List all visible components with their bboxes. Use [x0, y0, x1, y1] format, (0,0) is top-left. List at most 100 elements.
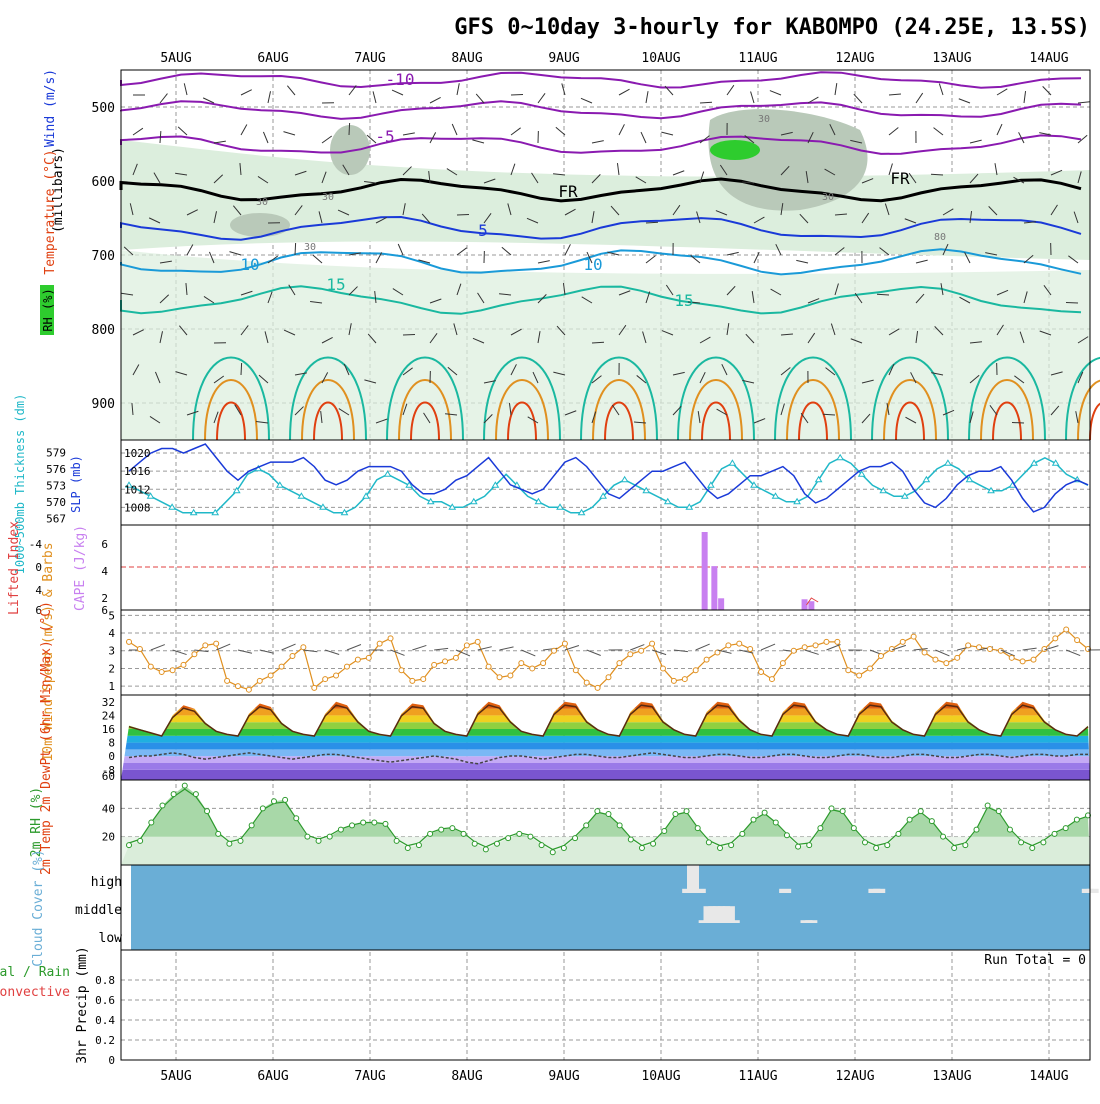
- wind10-barb: [696, 644, 710, 650]
- wind-barb: [641, 132, 646, 143]
- rh2m-marker: [606, 812, 611, 817]
- wind10-marker: [868, 666, 873, 671]
- temp2m-panel: [121, 688, 1090, 780]
- rh2m-marker: [138, 838, 143, 843]
- wind-barb: [617, 163, 619, 175]
- wind-barb: [889, 127, 898, 135]
- wind10-barb: [412, 645, 426, 650]
- wind10-marker: [791, 648, 796, 653]
- contour-label: 80: [934, 232, 946, 243]
- rh2m-marker: [851, 826, 856, 831]
- wind10-marker: [541, 661, 546, 666]
- day-label-bottom: 12AUG: [835, 1069, 874, 1084]
- rh2m-marker: [1007, 827, 1012, 832]
- wind10-marker: [137, 646, 142, 651]
- rh2m-marker: [651, 841, 656, 846]
- thickness-tick-label: 576: [46, 463, 66, 476]
- day-label-top: 14AUG: [1029, 51, 1068, 66]
- wind10-marker: [203, 643, 208, 648]
- temp-color-band: [121, 715, 1090, 722]
- day-label-top: 6AUG: [257, 51, 288, 66]
- rh2m-marker: [584, 823, 589, 828]
- rh2m-marker: [294, 816, 299, 821]
- wind-barb: [959, 99, 970, 103]
- wind-barb: [1043, 86, 1051, 95]
- slp-tick-label: 1016: [124, 465, 151, 478]
- wind-barb: [646, 91, 648, 103]
- wind10-marker: [366, 655, 371, 660]
- wind10-marker: [562, 641, 567, 646]
- wind-barb: [160, 131, 161, 143]
- wind10-marker: [290, 654, 295, 659]
- wind-barb: [1078, 102, 1090, 103]
- wind10-marker: [410, 678, 415, 683]
- wind-barb: [430, 97, 441, 103]
- rh2m-marker: [673, 812, 678, 817]
- temp-tick-label: 60: [102, 770, 115, 783]
- wind10-barb: [347, 645, 361, 650]
- rh2m-marker: [383, 821, 388, 826]
- pressure-tick-label: 900: [92, 397, 115, 412]
- rh2m-marker: [840, 809, 845, 814]
- wind10-marker: [900, 639, 905, 644]
- rh2m-marker: [729, 843, 734, 848]
- rh2m-marker: [896, 831, 901, 836]
- rh2m-marker: [238, 838, 243, 843]
- temp-tick-label: 16: [102, 723, 115, 736]
- rh2m-marker: [952, 846, 957, 851]
- thickness-tick-label: 579: [46, 446, 66, 459]
- wind-barb: [997, 89, 1007, 95]
- precip-tick-label: 0.4: [95, 1014, 115, 1027]
- wind10-barb: [434, 648, 448, 650]
- rh2m-marker: [1019, 840, 1024, 845]
- day-label-bottom: 10AUG: [641, 1069, 680, 1084]
- wind10-marker: [1031, 657, 1036, 662]
- rh-tick-label: 20: [102, 831, 115, 844]
- thickness-tick-label: 570: [46, 496, 66, 509]
- slp-tick-label: 1012: [124, 483, 151, 496]
- rh2m-marker: [193, 792, 198, 797]
- upper-rh-label: RH (%): [41, 288, 55, 331]
- wind10-marker: [987, 646, 992, 651]
- wind-barb: [970, 140, 982, 143]
- wind10-marker: [878, 654, 883, 659]
- thickness-marker: [385, 471, 391, 476]
- wind10-marker: [399, 668, 404, 673]
- wind10-marker: [181, 662, 186, 667]
- contour-label: 30: [822, 192, 834, 203]
- wind-barb: [349, 123, 350, 135]
- rh2m-panel: [121, 783, 1091, 865]
- wind10-marker: [802, 645, 807, 650]
- temp-color-band: [121, 709, 1090, 716]
- run-total-label: Run Total = 0: [984, 953, 1086, 968]
- rh2m-marker: [483, 847, 488, 852]
- wind10-marker: [835, 639, 840, 644]
- cape-tick-label: 6: [101, 538, 108, 551]
- thickness-tick-label: 567: [46, 512, 66, 525]
- precip-panel: Run Total = 0: [984, 953, 1086, 968]
- wind-barb: [619, 89, 630, 95]
- wind10-marker: [639, 648, 644, 653]
- contour-label: 30: [304, 242, 316, 253]
- wind-barb: [241, 90, 252, 95]
- day-label-top: 8AUG: [451, 51, 482, 66]
- pressure-tick-label: 600: [92, 175, 115, 190]
- rh2m-marker: [149, 820, 154, 825]
- wind10-marker: [933, 657, 938, 662]
- day-label-bottom: 7AUG: [354, 1069, 385, 1084]
- wind10-marker: [268, 673, 273, 678]
- wind10-marker: [355, 657, 360, 662]
- precip-tick-label: 0: [108, 1054, 115, 1067]
- wind10-marker: [737, 641, 742, 646]
- thickness-marker: [622, 477, 628, 482]
- contour-label: FR: [890, 169, 910, 188]
- wind10-marker: [1075, 638, 1080, 643]
- rh2m-marker: [818, 826, 823, 831]
- rh2m-marker: [528, 834, 533, 839]
- wind-barb: [581, 98, 592, 103]
- temp-color-band: [121, 736, 1090, 743]
- day-label-bottom: 11AUG: [738, 1069, 777, 1084]
- wind10-marker: [584, 680, 589, 685]
